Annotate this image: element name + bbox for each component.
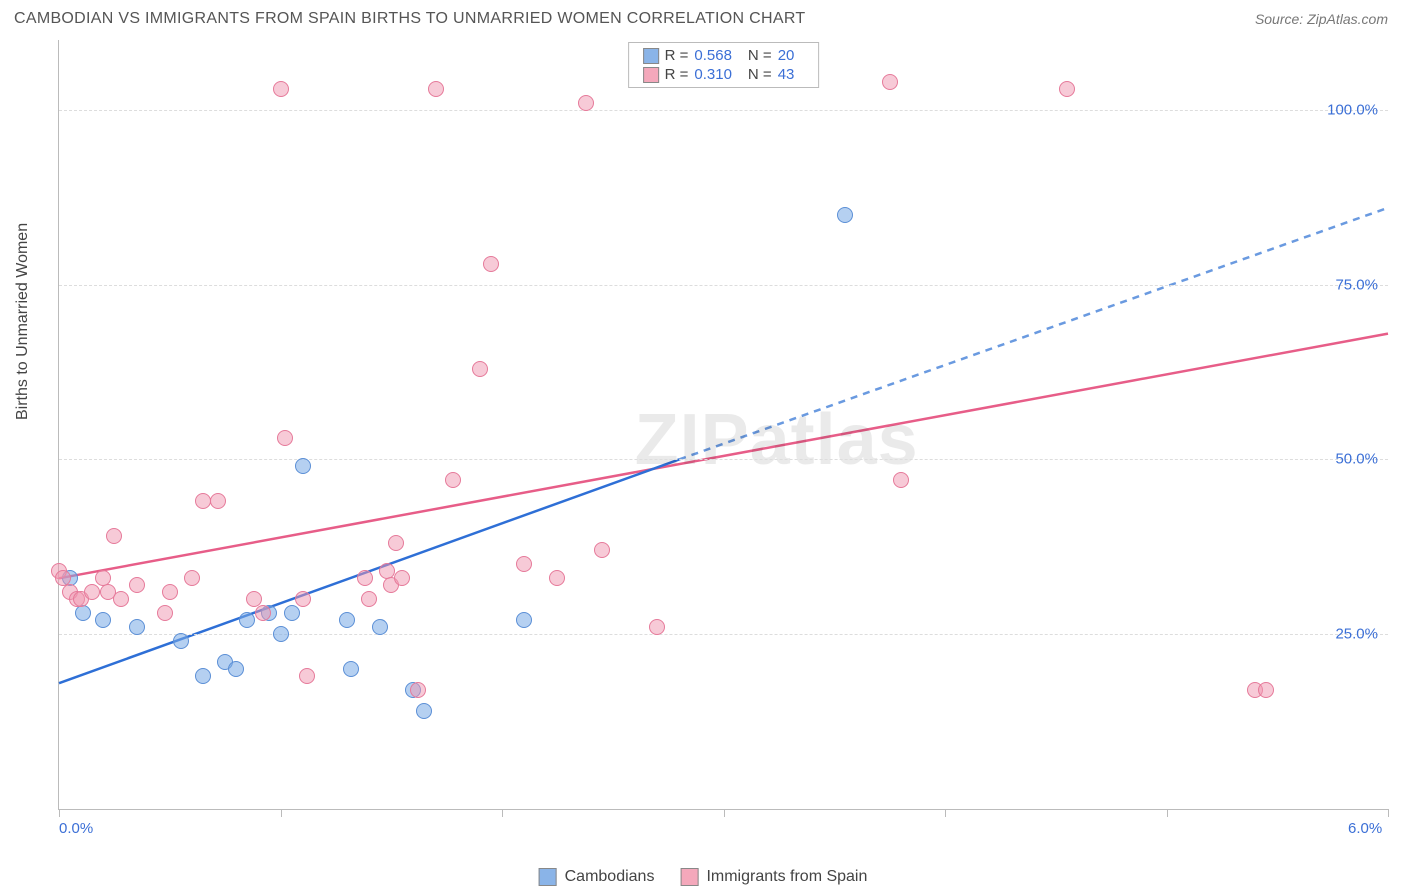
data-point bbox=[428, 81, 444, 97]
data-point bbox=[113, 591, 129, 607]
data-point bbox=[273, 626, 289, 642]
data-point bbox=[893, 472, 909, 488]
legend-item: Immigrants from Spain bbox=[680, 868, 867, 886]
data-point bbox=[295, 458, 311, 474]
data-point bbox=[1258, 682, 1274, 698]
legend-swatch bbox=[539, 868, 557, 886]
source-label: Source: ZipAtlas.com bbox=[1255, 11, 1388, 27]
data-point bbox=[299, 668, 315, 684]
r-label: R = bbox=[665, 47, 689, 64]
legend-swatch bbox=[680, 868, 698, 886]
data-point bbox=[578, 95, 594, 111]
data-point bbox=[228, 661, 244, 677]
data-point bbox=[239, 612, 255, 628]
legend-item: Cambodians bbox=[539, 868, 655, 886]
data-point bbox=[1059, 81, 1075, 97]
data-point bbox=[649, 619, 665, 635]
data-point bbox=[343, 661, 359, 677]
data-point bbox=[210, 493, 226, 509]
legend-row: R = 0.568 N = 20 bbox=[629, 46, 819, 65]
r-value: 0.310 bbox=[694, 66, 732, 83]
legend-swatch bbox=[643, 48, 659, 64]
n-label: N = bbox=[748, 47, 772, 64]
gridline bbox=[59, 285, 1388, 286]
legend-label: Cambodians bbox=[565, 868, 655, 886]
data-point bbox=[594, 542, 610, 558]
r-label: R = bbox=[665, 66, 689, 83]
data-point bbox=[410, 682, 426, 698]
gridline bbox=[59, 110, 1388, 111]
data-point bbox=[516, 556, 532, 572]
data-point bbox=[184, 570, 200, 586]
data-point bbox=[129, 577, 145, 593]
data-point bbox=[277, 430, 293, 446]
data-point bbox=[84, 584, 100, 600]
data-point bbox=[284, 605, 300, 621]
x-tick bbox=[502, 809, 503, 817]
regression-lines bbox=[59, 40, 1388, 809]
chart-area: ZIPatlas R =0.568N =20R =0.310N =43 25.0… bbox=[58, 40, 1388, 810]
y-axis-title: Births to Unmarried Women bbox=[14, 223, 32, 420]
data-point bbox=[837, 207, 853, 223]
data-point bbox=[157, 605, 173, 621]
y-tick-label: 100.0% bbox=[1327, 101, 1378, 118]
x-tick bbox=[59, 809, 60, 817]
x-tick bbox=[1388, 809, 1389, 817]
gridline bbox=[59, 634, 1388, 635]
r-value: 0.568 bbox=[694, 47, 732, 64]
legend-swatch bbox=[643, 67, 659, 83]
x-tick bbox=[945, 809, 946, 817]
data-point bbox=[106, 528, 122, 544]
gridline bbox=[59, 459, 1388, 460]
data-point bbox=[549, 570, 565, 586]
data-point bbox=[394, 570, 410, 586]
plot-area: ZIPatlas R =0.568N =20R =0.310N =43 25.0… bbox=[59, 40, 1388, 809]
y-tick-label: 75.0% bbox=[1335, 276, 1378, 293]
x-tick bbox=[1167, 809, 1168, 817]
data-point bbox=[295, 591, 311, 607]
n-label: N = bbox=[748, 66, 772, 83]
x-tick-label: 0.0% bbox=[59, 820, 93, 837]
data-point bbox=[445, 472, 461, 488]
data-point bbox=[882, 74, 898, 90]
x-tick bbox=[724, 809, 725, 817]
data-point bbox=[162, 584, 178, 600]
correlation-legend: R = 0.568 N = 20 R = 0.310 N = 43 bbox=[628, 42, 820, 88]
chart-title: CAMBODIAN VS IMMIGRANTS FROM SPAIN BIRTH… bbox=[14, 10, 805, 28]
x-tick-label: 6.0% bbox=[1348, 820, 1382, 837]
legend-label: Immigrants from Spain bbox=[706, 868, 867, 886]
y-tick-label: 50.0% bbox=[1335, 451, 1378, 468]
data-point bbox=[195, 668, 211, 684]
data-point bbox=[416, 703, 432, 719]
data-point bbox=[95, 612, 111, 628]
data-point bbox=[388, 535, 404, 551]
data-point bbox=[516, 612, 532, 628]
x-tick bbox=[281, 809, 282, 817]
data-point bbox=[75, 605, 91, 621]
data-point bbox=[361, 591, 377, 607]
data-point bbox=[255, 605, 271, 621]
data-point bbox=[472, 361, 488, 377]
n-value: 20 bbox=[778, 47, 795, 64]
legend-row: R = 0.310 N = 43 bbox=[629, 65, 819, 84]
y-tick-label: 25.0% bbox=[1335, 626, 1378, 643]
series-legend: Cambodians Immigrants from Spain bbox=[539, 868, 868, 886]
data-point bbox=[357, 570, 373, 586]
data-point bbox=[173, 633, 189, 649]
data-point bbox=[339, 612, 355, 628]
data-point bbox=[372, 619, 388, 635]
chart-header: CAMBODIAN VS IMMIGRANTS FROM SPAIN BIRTH… bbox=[0, 0, 1406, 34]
data-point bbox=[195, 493, 211, 509]
data-point bbox=[129, 619, 145, 635]
n-value: 43 bbox=[778, 66, 795, 83]
data-point bbox=[273, 81, 289, 97]
data-point bbox=[483, 256, 499, 272]
